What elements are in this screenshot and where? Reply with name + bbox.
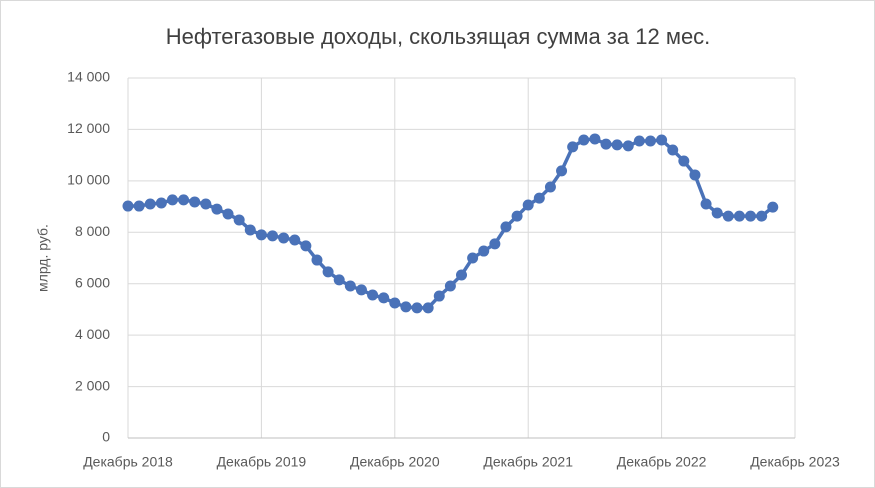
data-point	[578, 134, 590, 146]
y-tick-label: 8 000	[75, 223, 110, 239]
y-tick-label: 10 000	[67, 172, 110, 188]
data-point	[155, 197, 167, 209]
chart-title: Нефтегазовые доходы, скользящая сумма за…	[166, 24, 711, 49]
data-point	[255, 229, 267, 241]
x-tick-label: Декабрь 2023	[750, 454, 840, 470]
x-tick-label: Декабрь 2021	[483, 454, 573, 470]
data-point	[556, 165, 568, 177]
data-point	[456, 269, 467, 281]
data-point	[144, 198, 156, 210]
data-point	[322, 266, 334, 278]
data-point	[433, 290, 445, 302]
data-point	[244, 224, 256, 236]
x-tick-label: Декабрь 2022	[617, 454, 707, 470]
data-point	[500, 221, 512, 233]
data-point	[633, 135, 645, 147]
data-point	[756, 210, 768, 222]
data-point	[745, 210, 757, 222]
data-point	[567, 141, 579, 153]
data-point	[222, 208, 234, 220]
data-point	[467, 252, 479, 264]
data-point	[689, 169, 701, 181]
data-point	[289, 234, 301, 246]
data-point	[733, 210, 745, 222]
data-point	[522, 199, 534, 211]
data-point	[611, 139, 623, 151]
data-point	[267, 230, 279, 242]
y-axis-label: млрд. руб.	[35, 224, 51, 292]
data-point	[389, 297, 401, 309]
data-point	[133, 200, 145, 212]
data-point	[656, 134, 668, 146]
data-point	[422, 302, 434, 314]
data-point	[589, 133, 601, 145]
data-point	[122, 200, 134, 212]
data-point	[511, 210, 523, 222]
data-point	[600, 138, 612, 150]
data-point	[233, 214, 245, 226]
data-point	[533, 192, 545, 204]
data-point	[311, 254, 323, 266]
data-point	[411, 302, 423, 314]
data-point	[178, 194, 190, 206]
data-point	[367, 289, 379, 301]
x-tick-label: Декабрь 2018	[83, 454, 173, 470]
data-point	[767, 201, 779, 213]
data-point	[278, 232, 290, 244]
y-tick-label: 0	[102, 429, 110, 445]
data-point	[189, 196, 201, 208]
y-tick-label: 4 000	[75, 326, 110, 342]
y-tick-label: 12 000	[67, 120, 110, 136]
y-tick-label: 14 000	[67, 69, 110, 85]
data-point	[200, 198, 212, 210]
data-point	[544, 181, 556, 193]
data-point	[444, 280, 456, 292]
data-point	[378, 292, 390, 304]
y-tick-label: 6 000	[75, 274, 110, 290]
data-point	[333, 274, 345, 286]
data-point	[711, 207, 723, 219]
data-point	[400, 301, 412, 313]
data-point	[622, 140, 634, 152]
data-point	[478, 245, 490, 257]
data-point	[678, 155, 690, 167]
data-point	[344, 280, 356, 292]
data-point	[300, 240, 312, 252]
y-tick-label: 2 000	[75, 377, 110, 393]
data-point	[722, 210, 734, 222]
data-point	[667, 144, 679, 156]
x-tick-label: Декабрь 2019	[217, 454, 307, 470]
data-point	[700, 198, 712, 210]
data-point	[644, 135, 656, 147]
data-point	[489, 238, 501, 250]
x-tick-label: Декабрь 2020	[350, 454, 440, 470]
data-point	[166, 194, 178, 206]
data-point	[211, 203, 223, 215]
data-point	[355, 284, 367, 296]
